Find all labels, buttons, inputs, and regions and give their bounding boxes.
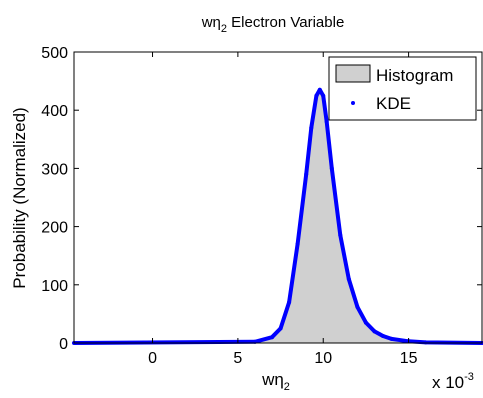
legend-label-histogram: Histogram [376, 66, 453, 85]
kde-point [423, 340, 428, 345]
series-layer [72, 87, 483, 345]
chart-title-main: wη [201, 14, 221, 31]
x-axis-label: wη2 [261, 370, 290, 393]
tick-layer: 0 5 10 15 0 100 200 300 400 500 [41, 45, 482, 367]
y-tick-label: 500 [41, 45, 68, 62]
legend: Histogram KDE [328, 56, 477, 121]
kde-point [389, 336, 394, 341]
x-tick-label: 10 [314, 350, 332, 367]
legend-swatch-histogram [335, 64, 371, 83]
kde-point [287, 300, 292, 305]
x-tick-label: 0 [148, 350, 157, 367]
chart-title-sub: 2 [221, 23, 227, 35]
kde-point [295, 242, 300, 247]
kde-point [270, 335, 274, 340]
x-axis-label-main: wη [261, 370, 284, 389]
y-axis-label: Probability (Normalized) [10, 107, 29, 288]
y-tick-label: 200 [41, 220, 68, 237]
kde-point [278, 326, 283, 331]
x-tick-label: 5 [233, 350, 242, 367]
kde-point [304, 172, 309, 177]
kde-point [317, 87, 322, 92]
legend-marker-kde [351, 101, 355, 105]
kde-point [321, 93, 326, 98]
y-tick-label: 0 [59, 336, 68, 353]
kde-point [314, 93, 319, 98]
x-axis-multiplier-exp: -3 [464, 371, 474, 383]
plot-border [73, 51, 483, 344]
kde-point [338, 233, 343, 238]
y-tick-label: 300 [41, 161, 68, 178]
kde-point [346, 277, 351, 281]
kde-point [324, 119, 329, 124]
x-tick-label: 15 [400, 350, 418, 367]
x-axis-multiplier-base: x 10 [432, 373, 464, 392]
x-axis-label-sub: 2 [284, 381, 290, 393]
kde-point [363, 320, 368, 325]
x-axis-multiplier: x 10-3 [432, 371, 474, 392]
chart-title: wη2 Electron Variable [201, 14, 345, 35]
chart-title-rest: Electron Variable [227, 14, 344, 31]
kde-point [329, 166, 334, 171]
y-tick-label: 400 [41, 103, 68, 120]
y-tick-label: 100 [41, 278, 68, 295]
kde-point [355, 304, 360, 309]
kde-point [309, 125, 314, 130]
kde-point [381, 334, 385, 338]
legend-label-kde: KDE [376, 94, 411, 113]
kde-point [372, 329, 377, 334]
